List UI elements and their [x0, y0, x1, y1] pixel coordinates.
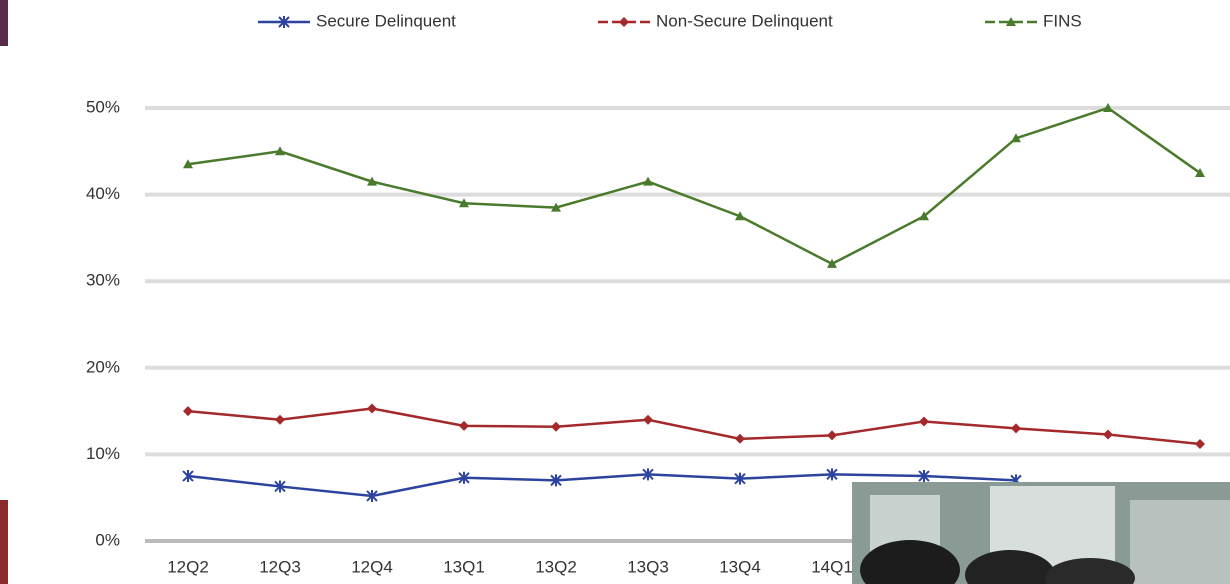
- data-point: [919, 211, 929, 221]
- data-point: [551, 421, 561, 432]
- legend-marker: [1006, 17, 1016, 26]
- series-line: [187, 106, 1201, 266]
- y-tick-label: 40%: [86, 184, 120, 203]
- series-line: [187, 473, 1017, 498]
- data-point: [367, 176, 377, 186]
- data-point: [183, 159, 193, 169]
- y-tick-label: 50%: [86, 97, 120, 116]
- data-point: [643, 176, 653, 186]
- data-point: [735, 211, 745, 221]
- x-tick-label: 13Q4: [719, 557, 761, 576]
- y-tick-label: 10%: [86, 444, 120, 463]
- y-tick-label: 0%: [95, 530, 120, 549]
- data-point: [642, 468, 654, 481]
- data-point: [459, 198, 469, 208]
- x-tick-label: 12Q4: [351, 557, 393, 576]
- data-point: [275, 146, 285, 156]
- photo-overlay: [852, 482, 1230, 584]
- x-tick-label: 13Q1: [443, 557, 485, 576]
- data-point: [1103, 103, 1113, 112]
- x-tick-label: 13Q2: [535, 557, 577, 576]
- legend-label: FINS: [1043, 11, 1082, 30]
- data-point: [919, 416, 929, 427]
- data-point: [183, 406, 193, 417]
- x-tick-label: 12Q3: [259, 557, 301, 576]
- edge-bar: [0, 0, 8, 46]
- data-point: [459, 420, 469, 431]
- data-point: [643, 414, 653, 425]
- data-point: [918, 470, 930, 483]
- data-point: [827, 258, 837, 268]
- data-point: [735, 433, 745, 444]
- data-point: [275, 414, 285, 425]
- data-point: [1195, 439, 1205, 450]
- data-point: [458, 471, 470, 484]
- y-tick-label: 30%: [86, 271, 120, 290]
- data-point: [182, 470, 194, 483]
- edge-bar: [0, 500, 8, 584]
- data-point: [1195, 167, 1205, 177]
- x-tick-label: 13Q3: [627, 557, 669, 576]
- legend-label: Non-Secure Delinquent: [656, 11, 833, 30]
- data-point: [1011, 133, 1021, 143]
- x-tick-label: 14Q1: [811, 557, 853, 576]
- data-point: [367, 403, 377, 414]
- data-point: [1103, 429, 1113, 440]
- data-point: [551, 202, 561, 212]
- data-point: [366, 489, 378, 502]
- data-point: [274, 480, 286, 493]
- data-point: [734, 472, 746, 485]
- series-line: [187, 407, 1201, 446]
- data-point: [826, 468, 838, 481]
- x-tick-label: 12Q2: [167, 557, 209, 576]
- y-tick-label: 20%: [86, 357, 120, 376]
- legend-marker: [278, 16, 290, 28]
- data-point: [1011, 423, 1021, 434]
- legend-marker: [619, 17, 629, 27]
- legend-label: Secure Delinquent: [316, 11, 456, 30]
- data-point: [550, 474, 562, 487]
- data-point: [827, 430, 837, 441]
